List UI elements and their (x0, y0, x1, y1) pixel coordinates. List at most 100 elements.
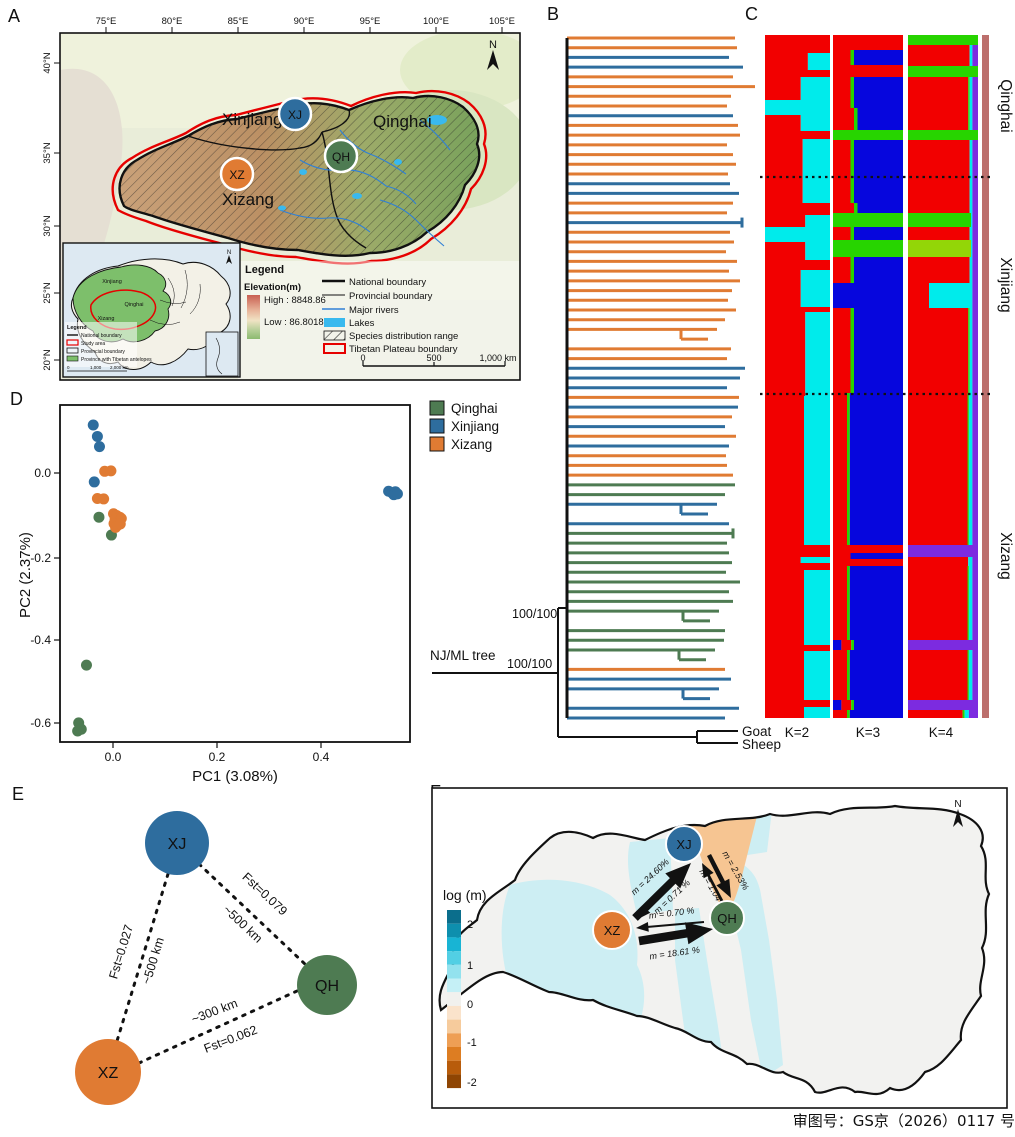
outgroup-goat-label: Goat (742, 724, 772, 739)
elevation-ramp (247, 295, 260, 339)
svg-text:-0.2: -0.2 (30, 551, 51, 565)
svg-text:-0.6: -0.6 (30, 716, 51, 730)
svg-text:National boundary: National boundary (349, 277, 426, 288)
k4-label: K=4 (929, 725, 954, 740)
admixture-cell (765, 396, 804, 545)
admixture-cell (908, 257, 970, 283)
bootstrap-value-2: 100/100 (507, 657, 552, 671)
admixture-cell (765, 312, 806, 396)
admixture-cell (833, 566, 847, 640)
admixture-cell (833, 559, 903, 566)
map-node-qh[interactable]: QH (709, 900, 745, 936)
admixture-cell (854, 227, 903, 240)
admixture-cell (833, 77, 851, 108)
svg-text:100°E: 100°E (423, 16, 449, 27)
svg-text:XJ: XJ (676, 837, 691, 852)
svg-text:Legend: Legend (67, 325, 87, 331)
admixture-cell (765, 651, 804, 700)
svg-text:85°E: 85°E (228, 16, 249, 27)
admixture-cell (908, 77, 969, 130)
admixture-cell (972, 257, 978, 283)
admixture-cell (908, 130, 978, 140)
site-badge-xj[interactable]: XJ (277, 96, 313, 132)
admixture-cell (908, 640, 978, 650)
admixture-cell (765, 227, 830, 242)
rivers (279, 119, 451, 247)
network-node-qh[interactable]: QH (297, 955, 357, 1015)
admixture-cell (800, 557, 830, 563)
admixture-cell (908, 35, 978, 45)
svg-text:1: 1 (467, 960, 473, 972)
admixture-cell (765, 100, 830, 115)
logm-ramp-cell (447, 1074, 461, 1089)
panel-b-tree: B NJ/ML tree 100/100 100/100 Goat Sheep (430, 4, 781, 752)
admixture-cell (908, 203, 970, 213)
admixture-cell (972, 566, 978, 640)
admixture-cell (850, 140, 854, 203)
site-badge-xz[interactable]: XZ (219, 156, 255, 192)
network-node-xz[interactable]: XZ (75, 1039, 141, 1105)
region-label-qinghai: Qinghai (373, 112, 432, 131)
migration-arrow (707, 854, 731, 898)
admixture-cell (972, 77, 978, 130)
admixture-cell (833, 108, 854, 130)
svg-text:Tibetan Plateau boundary: Tibetan Plateau boundary (349, 344, 458, 355)
map-node-xj[interactable]: XJ (665, 825, 703, 863)
bootstrap-value-1: 100/100 (512, 607, 557, 621)
admixture-cell (833, 203, 854, 213)
svg-text:Qinghai: Qinghai (125, 302, 144, 308)
fst-xj-xz: Fst=0.027 (106, 923, 136, 981)
admixture-cell (972, 45, 978, 66)
migration-arrow (638, 867, 684, 919)
svg-text:0: 0 (67, 365, 70, 370)
admixture-cell (972, 283, 978, 308)
admixture-cell (847, 710, 850, 718)
svg-text:35°N: 35°N (42, 142, 53, 163)
pca-point-xizang (105, 465, 117, 477)
admixture-cell (969, 203, 973, 213)
admixture-columns (765, 35, 978, 718)
svg-text:XZ: XZ (98, 1065, 119, 1082)
network-node-xj[interactable]: XJ (145, 811, 209, 875)
admixture-cell (804, 651, 830, 700)
logm-ramp-cell (447, 1019, 461, 1034)
admixture-cell (908, 557, 969, 566)
admixture-cell (833, 130, 903, 140)
admixture-cell (972, 203, 978, 213)
logm-ramp-cell (447, 923, 461, 938)
map-node-xz[interactable]: XZ (592, 910, 632, 950)
tree-method-label: NJ/ML tree (430, 648, 496, 663)
admixture-cell (854, 640, 903, 650)
k2-label: K=2 (785, 725, 809, 740)
migration-rate-legend: log (m) 2 1 0 -1 -2 (443, 887, 487, 1089)
admixture-cell (807, 53, 830, 70)
admixture-cell (802, 139, 830, 203)
pca-y-axis-label: PC2 (2.37%) (17, 532, 34, 618)
admixture-cell (851, 700, 854, 710)
svg-text:Species distribution range: Species distribution range (349, 331, 458, 342)
admixture-cell (765, 53, 808, 70)
admixture-cell (833, 50, 851, 65)
admixture-cell (847, 650, 850, 700)
svg-text:Xinjiang: Xinjiang (451, 419, 499, 434)
admixture-cell (800, 270, 830, 307)
pca-point-xinjiang (93, 441, 105, 453)
admixture-cell (850, 308, 854, 393)
admixture-cell (849, 710, 903, 718)
svg-text:40°N: 40°N (42, 52, 53, 73)
logm-ramp-cell (447, 1005, 461, 1020)
pca-point-xinjiang (88, 476, 100, 488)
admixture-cell (968, 308, 970, 393)
admixture-cell (857, 108, 903, 130)
admixture-cell (833, 640, 842, 650)
admixture-cell (805, 312, 830, 396)
svg-text:Provincial boundary: Provincial boundary (81, 349, 125, 355)
admixture-cell (833, 213, 903, 227)
panel-e-network: E Fst=0.079 ~500 km Fst=0.027 ~500 km ~3… (12, 784, 357, 1105)
svg-text:Qinghai: Qinghai (451, 401, 498, 416)
svg-text:Study area: Study area (81, 341, 105, 347)
site-badge-qh[interactable]: QH (323, 138, 359, 174)
admixture-cell (968, 77, 970, 130)
admixture-cell (765, 307, 830, 312)
admixture-cell (964, 710, 969, 718)
